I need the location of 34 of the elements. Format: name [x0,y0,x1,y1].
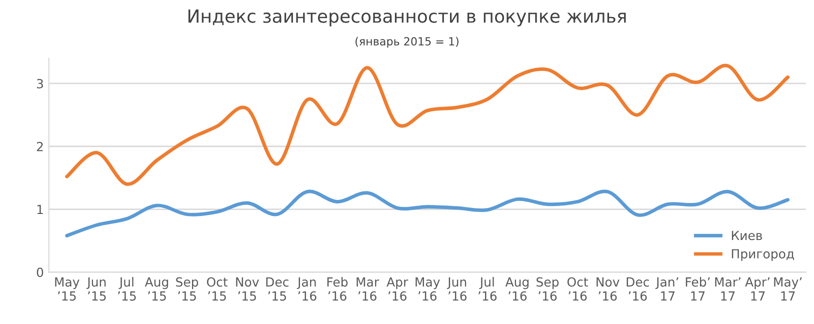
x-tick-label: Aug ’16 [505,277,529,301]
x-tick-label: Nov ’16 [596,277,620,301]
x-tick-label: Feb ’16 [327,277,348,301]
x-tick-label: Oct ’16 [567,277,588,301]
x-tick-label: Aug ’15 [144,277,168,301]
x-tick-label: Apr ’16 [386,277,408,301]
x-tick-label: Jan’ 17 [655,277,678,301]
x-tick-label: Dec ’16 [626,277,649,301]
x-tick-label: Mar’ 17 [715,277,740,301]
x-tick-label: Jun ’16 [446,277,467,301]
y-tick-label: 2 [36,142,43,152]
x-tick-label: Nov ’15 [236,277,259,301]
x-tick-label: Jul ’15 [118,277,136,301]
legend-label: Киев [732,230,762,240]
x-tick-label: Jul ’16 [478,277,497,301]
chart-title: Индекс заинтересованности в покупке жилья [188,10,626,26]
x-tick-label: Jun ’15 [86,277,106,301]
y-tick-label: 0 [36,268,44,278]
line-series [65,64,790,186]
x-tick-label: Feb’ 17 [686,277,710,301]
y-tick-label: 1 [37,204,43,214]
x-tick-label: Mar ’16 [356,277,380,301]
x-tick-label: Sep ’16 [536,277,559,301]
x-tick-label: Dec ’15 [266,277,288,301]
chart-subtitle: (январь 2015 = 1) [356,36,458,48]
x-tick-label: Oct ’15 [206,277,228,301]
x-tick-label: Sep ’15 [176,277,198,301]
x-tick-label: May ’15 [55,277,80,301]
legend-label: Пригород [732,249,794,261]
y-tick-label: 3 [36,78,43,88]
x-tick-label: May’ 17 [774,277,802,301]
x-tick-label: Apr’ 17 [745,277,770,301]
x-tick-label: May ’16 [416,277,440,301]
x-tick-label: Jan ’16 [296,277,316,301]
